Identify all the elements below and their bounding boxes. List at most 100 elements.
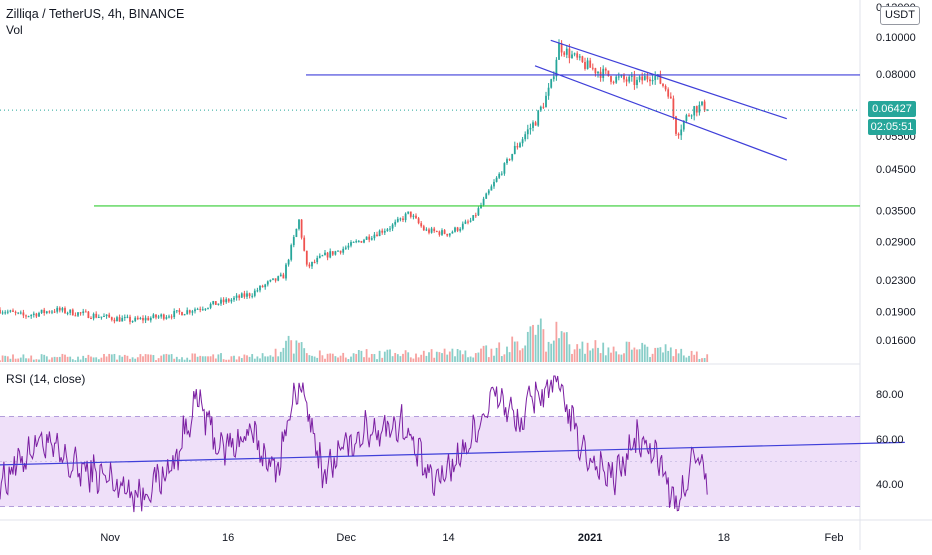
candle-body (584, 62, 586, 69)
candle-body (316, 257, 319, 263)
candle-body (51, 311, 53, 313)
volume-bar (131, 357, 134, 362)
candle-body (103, 316, 105, 318)
volume-bar (420, 354, 423, 362)
candle-body (404, 213, 407, 221)
candle-body (209, 303, 212, 308)
candle-body (625, 79, 628, 82)
volume-bar (565, 332, 568, 362)
candle-body (513, 145, 516, 154)
volume-bar (545, 351, 547, 362)
candle-body (360, 241, 363, 243)
candle-body (378, 230, 381, 237)
candle-body (381, 230, 384, 233)
volume-bar (474, 353, 477, 362)
candle-body (680, 129, 683, 136)
candle-body (539, 106, 542, 111)
candle-body (659, 74, 662, 84)
candle-body (204, 308, 207, 310)
volume-bar (584, 353, 586, 362)
candle-body (529, 127, 532, 130)
rsi-trendline (0, 441, 905, 466)
volume-bar (381, 357, 384, 362)
volume-bar (383, 351, 386, 362)
candle-body (506, 159, 508, 164)
candle-body (251, 295, 254, 297)
volume-bar (573, 349, 576, 362)
volume-bar (578, 348, 581, 362)
volume-bar (264, 356, 267, 362)
volume-bar (285, 340, 287, 362)
candle-body (425, 229, 428, 231)
candle-body (407, 211, 410, 214)
candle-body (630, 75, 633, 77)
volume-bar (38, 359, 40, 362)
volume-bar (12, 354, 14, 362)
candle-body (196, 308, 199, 310)
candle-body (636, 79, 638, 85)
volume-bar (103, 353, 105, 362)
candle-body (165, 317, 168, 319)
volume-bar (82, 355, 85, 362)
candle-body (142, 318, 144, 321)
volume-bar (425, 355, 428, 362)
candle-body (256, 290, 259, 292)
volume-bar (610, 352, 612, 362)
candle-body (571, 54, 573, 59)
volume-bar (435, 351, 438, 362)
candle-body (591, 67, 594, 69)
candle-body (641, 76, 644, 81)
candle-body (207, 307, 209, 309)
volume-bar (126, 355, 129, 362)
candle-body (524, 134, 527, 140)
candle-body (394, 221, 397, 225)
volume-bar (430, 349, 433, 362)
volume-bar (147, 354, 150, 362)
volume-bar (422, 350, 425, 362)
volume-bar (524, 345, 527, 362)
candle-body (71, 309, 74, 316)
volume-bar (191, 353, 194, 362)
volume-bar (623, 353, 625, 362)
candle-body (217, 303, 220, 305)
candle-body (136, 317, 139, 320)
volume-bar (209, 356, 212, 362)
candle-body (399, 218, 402, 220)
price-tick-label: 0.03500 (876, 206, 916, 218)
volume-bar (441, 353, 443, 362)
candle-body (126, 316, 129, 318)
volume-bar (646, 346, 649, 362)
candle-body (357, 241, 360, 243)
volume-bar (201, 356, 204, 362)
volume-bar (25, 358, 27, 362)
candle-body (638, 76, 641, 80)
volume-bar (508, 352, 511, 362)
candle-body (303, 237, 306, 251)
volume-bar (290, 340, 293, 362)
candle-body (417, 218, 420, 224)
volume-bar (334, 356, 337, 362)
candle-body (1, 312, 4, 314)
candle-body (693, 106, 696, 116)
volume-bar (326, 353, 329, 362)
volume-bar (287, 335, 290, 362)
volume-bar (615, 351, 618, 362)
volume-bar (160, 355, 163, 362)
volume-bar (168, 354, 170, 362)
volume-bar (344, 357, 347, 362)
candle-body (27, 316, 30, 318)
candle-body (318, 255, 321, 258)
price-tick-label: 0.01600 (876, 335, 916, 347)
candle-body (563, 52, 566, 55)
volume-bar (134, 358, 137, 362)
candle-body (19, 312, 22, 314)
currency-selector[interactable]: USDT (880, 6, 920, 25)
candle-body (428, 229, 430, 233)
volume-bar (433, 357, 436, 362)
candle-body (485, 193, 488, 199)
volume-bar (303, 348, 306, 362)
volume-bar (152, 355, 155, 362)
candle-body (157, 316, 160, 318)
candle-body (597, 71, 599, 74)
